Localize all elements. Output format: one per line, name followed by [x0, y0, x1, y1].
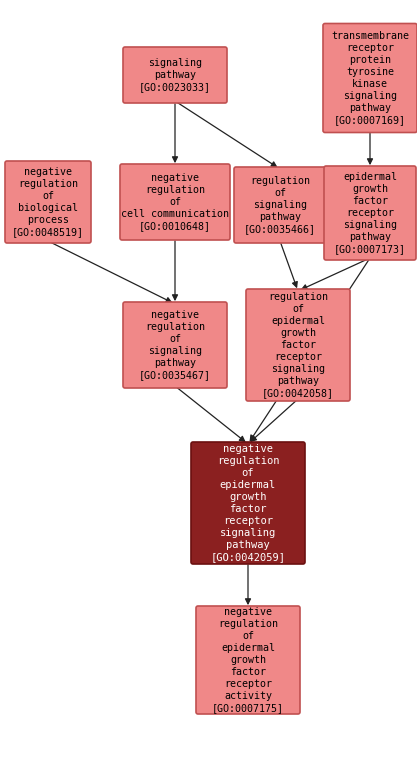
- Text: regulation
of
epidermal
growth
factor
receptor
signaling
pathway
[GO:0042058]: regulation of epidermal growth factor re…: [262, 292, 334, 398]
- FancyBboxPatch shape: [323, 23, 417, 132]
- Text: signaling
pathway
[GO:0023033]: signaling pathway [GO:0023033]: [139, 58, 211, 92]
- FancyBboxPatch shape: [234, 167, 326, 243]
- Text: negative
regulation
of
epidermal
growth
factor
receptor
signaling
pathway
[GO:00: negative regulation of epidermal growth …: [211, 444, 286, 562]
- Text: negative
regulation
of
signaling
pathway
[GO:0035467]: negative regulation of signaling pathway…: [139, 310, 211, 380]
- FancyBboxPatch shape: [196, 606, 300, 714]
- FancyBboxPatch shape: [123, 302, 227, 388]
- Text: negative
regulation
of
epidermal
growth
factor
receptor
activity
[GO:0007175]: negative regulation of epidermal growth …: [212, 607, 284, 713]
- FancyBboxPatch shape: [120, 164, 230, 240]
- Text: epidermal
growth
factor
receptor
signaling
pathway
[GO:0007173]: epidermal growth factor receptor signali…: [334, 172, 406, 254]
- Text: regulation
of
signaling
pathway
[GO:0035466]: regulation of signaling pathway [GO:0035…: [244, 176, 316, 234]
- Text: negative
regulation
of
biological
process
[GO:0048519]: negative regulation of biological proces…: [12, 167, 84, 237]
- FancyBboxPatch shape: [246, 289, 350, 401]
- FancyBboxPatch shape: [123, 47, 227, 103]
- FancyBboxPatch shape: [324, 166, 416, 260]
- FancyBboxPatch shape: [191, 442, 305, 564]
- FancyBboxPatch shape: [5, 161, 91, 243]
- Text: negative
regulation
of
cell communication
[GO:0010648]: negative regulation of cell communicatio…: [121, 173, 229, 231]
- Text: transmembrane
receptor
protein
tyrosine
kinase
signaling
pathway
[GO:0007169]: transmembrane receptor protein tyrosine …: [331, 31, 409, 125]
